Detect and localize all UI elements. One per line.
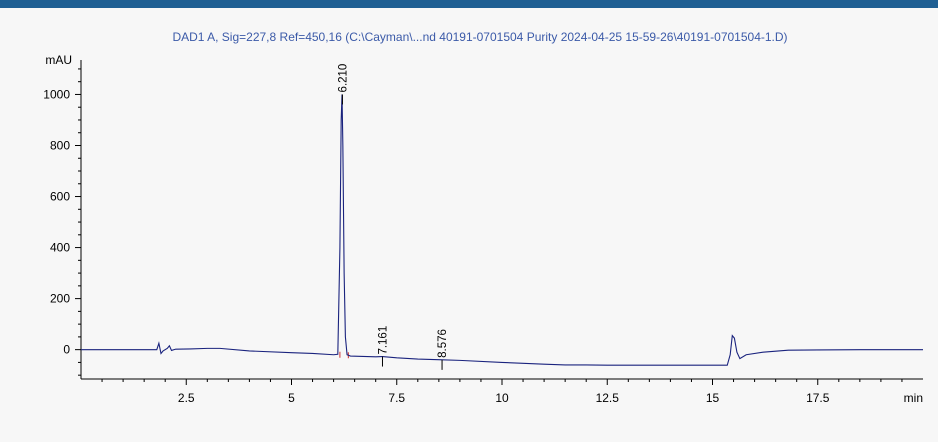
y-tick-label: 1000: [43, 87, 70, 101]
y-tick-label: 400: [50, 241, 70, 255]
x-tick-label: 5: [288, 391, 295, 405]
y-tick-label: 600: [50, 190, 70, 204]
peak-label: 8.576: [437, 329, 449, 358]
y-tick-label: 0: [63, 343, 70, 357]
series-line: [81, 94, 923, 366]
peak-label: 6.210: [337, 64, 349, 93]
peak-labels: 6.210 7.161 8.576: [337, 64, 449, 370]
y-axis-label: mAU: [45, 53, 72, 67]
chart-frame: [8, 8, 938, 442]
y-tick-label: 200: [50, 292, 70, 306]
x-tick-label: 7.5: [388, 391, 405, 405]
x-axis-label: min: [904, 391, 923, 405]
y-axis-ticks: 0 200 400 600 800 1000: [43, 68, 81, 376]
x-tick-label: 12.5: [596, 391, 620, 405]
x-tick-label: 2.5: [178, 391, 195, 405]
y-tick-label: 800: [50, 138, 70, 152]
x-tick-label: 10: [495, 391, 509, 405]
peak-label: 7.161: [377, 326, 389, 355]
chart-title: DAD1 A, Sig=227,8 Ref=450,16 (C:\Cayman\…: [172, 30, 787, 44]
x-tick-label: 15: [706, 391, 720, 405]
x-axis-ticks: 2.5 5 7.5 10 12.5 15 17.5: [101, 379, 903, 405]
x-tick-label: 17.5: [806, 391, 830, 405]
window-top-bar: [0, 0, 938, 8]
